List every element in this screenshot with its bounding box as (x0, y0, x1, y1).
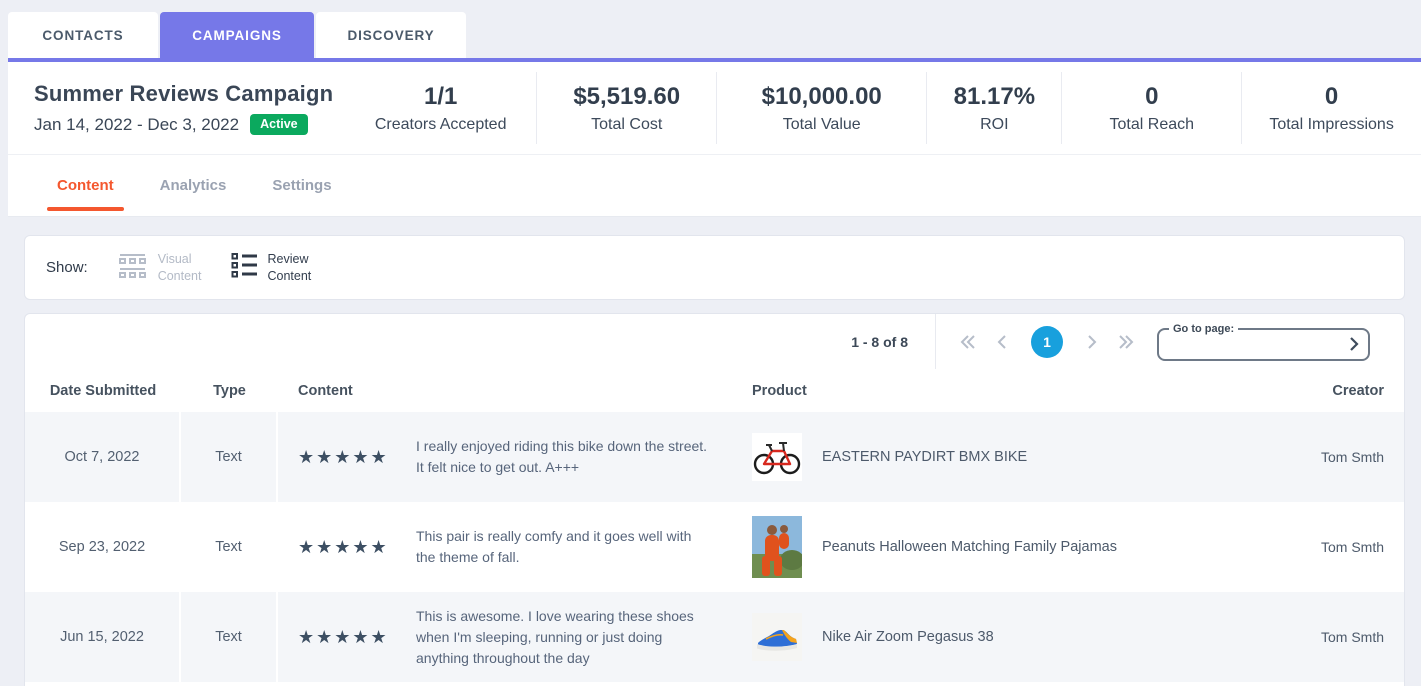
tab-settings[interactable]: Settings (272, 177, 332, 194)
campaign-stats: 1/1 Creators Accepted $5,519.60 Total Co… (345, 62, 1421, 154)
header-content: Content (298, 382, 353, 399)
go-to-page-submit-icon[interactable] (1348, 336, 1360, 352)
table-header-row: Date Submitted Type Content Product Crea… (25, 369, 1404, 412)
tab-discovery[interactable]: DISCOVERY (316, 12, 466, 58)
row-creator: Tom Smth (1320, 449, 1384, 465)
review-content-toggle[interactable]: Review Content (231, 251, 311, 284)
pajamas-image (752, 516, 802, 578)
stat-label: Creators Accepted (374, 115, 507, 133)
top-tab-bar: CONTACTS CAMPAIGNS DISCOVERY (8, 0, 1421, 62)
grid-icon (118, 252, 148, 283)
stat-roi: 81.17% ROI (926, 72, 1061, 144)
product-name: Peanuts Halloween Matching Family Pajama… (822, 539, 1117, 555)
go-to-page-label: Go to page: (1173, 322, 1235, 335)
row-type: Text (181, 592, 278, 682)
review-text: This is awesome. I love wearing these sh… (416, 607, 694, 666)
stat-value: 1/1 (423, 82, 458, 110)
table-row[interactable]: Sep 23, 2022 Text ★★★★★ This pair is rea… (25, 502, 1404, 592)
show-label: Show: (46, 259, 88, 276)
table-row-partial (25, 682, 1404, 686)
row-creator: Tom Smth (1320, 629, 1384, 645)
active-tab-accent-bar (8, 58, 1421, 62)
row-type: Text (181, 412, 278, 502)
star-rating: ★★★★★ (298, 446, 389, 467)
stat-total-cost: $5,519.60 Total Cost (536, 72, 716, 144)
divider (935, 314, 936, 369)
stat-value: 81.17% (953, 82, 1036, 110)
stat-total-value: $10,000.00 Total Value (716, 72, 926, 144)
stat-value: $10,000.00 (761, 82, 882, 110)
campaign-info: Summer Reviews Campaign Jan 14, 2022 - D… (8, 81, 345, 135)
review-text: I really enjoyed riding this bike down t… (416, 438, 708, 475)
row-creator: Tom Smth (1320, 539, 1384, 555)
status-badge: Active (250, 114, 308, 135)
visual-content-toggle[interactable]: Visual Content (118, 251, 202, 284)
row-date: Jun 15, 2022 (25, 592, 181, 682)
content-table-panel: 1 - 8 of 8 1 (24, 313, 1405, 686)
product-name: Nike Air Zoom Pegasus 38 (822, 629, 994, 645)
campaign-date-range: Jan 14, 2022 - Dec 3, 2022 (34, 114, 240, 134)
campaign-summary-header: Summer Reviews Campaign Jan 14, 2022 - D… (8, 62, 1421, 155)
stat-label: Total Reach (1109, 115, 1195, 133)
table-row[interactable]: Oct 7, 2022 Text ★★★★★ I really enjoyed … (25, 412, 1404, 502)
go-to-page-input[interactable] (1167, 334, 1348, 353)
header-creator: Creator (1332, 382, 1384, 399)
campaign-title: Summer Reviews Campaign (34, 81, 334, 107)
stat-value: 0 (1324, 82, 1339, 110)
stat-label: Total Impressions (1269, 115, 1394, 133)
stat-label: Total Cost (591, 115, 663, 133)
first-page-icon[interactable] (956, 330, 980, 354)
star-rating: ★★★★★ (298, 536, 389, 557)
prev-page-icon[interactable] (991, 330, 1015, 354)
table-row[interactable]: Jun 15, 2022 Text ★★★★★ This is awesome.… (25, 592, 1404, 682)
stat-total-impressions: 0 Total Impressions (1241, 72, 1421, 144)
tab-analytics[interactable]: Analytics (159, 177, 227, 194)
star-rating: ★★★★★ (298, 626, 389, 647)
row-date: Oct 7, 2022 (25, 412, 181, 502)
last-page-icon[interactable] (1114, 330, 1138, 354)
stat-label: ROI (980, 115, 1009, 133)
header-type: Type (213, 382, 246, 399)
tab-campaigns[interactable]: CAMPAIGNS (160, 12, 314, 58)
campaign-section-tabs: Content Analytics Settings (8, 155, 1421, 217)
list-icon (231, 252, 258, 283)
stat-label: Total Value (782, 115, 861, 133)
bmx-bike-image (752, 433, 802, 481)
nike-shoe-image (752, 613, 802, 661)
product-name: EASTERN PAYDIRT BMX BIKE (822, 449, 1028, 465)
current-page-button[interactable]: 1 (1031, 325, 1063, 358)
next-page-icon[interactable] (1079, 330, 1103, 354)
stat-value: $5,519.60 (573, 82, 681, 110)
header-product: Product (752, 382, 807, 399)
tab-content[interactable]: Content (47, 177, 124, 211)
header-date-submitted: Date Submitted (49, 382, 157, 399)
row-type: Text (181, 502, 278, 592)
pagination-bar: 1 - 8 of 8 1 (25, 314, 1404, 369)
row-date: Sep 23, 2022 (25, 502, 181, 592)
go-to-page-field: Go to page: (1157, 322, 1370, 361)
visual-content-label: Visual Content (157, 252, 202, 283)
tab-contacts[interactable]: CONTACTS (8, 12, 158, 58)
pagination-range-text: 1 - 8 of 8 (851, 333, 908, 350)
stat-creators-accepted: 1/1 Creators Accepted (345, 72, 536, 144)
review-text: This pair is really comfy and it goes we… (416, 528, 692, 565)
review-content-label: Review Content (267, 252, 312, 283)
stat-total-reach: 0 Total Reach (1061, 72, 1241, 144)
show-filter-panel: Show: Visual C (24, 235, 1405, 300)
page: CONTACTS CAMPAIGNS DISCOVERY Summer Revi… (8, 0, 1421, 686)
stat-value: 0 (1145, 82, 1159, 110)
